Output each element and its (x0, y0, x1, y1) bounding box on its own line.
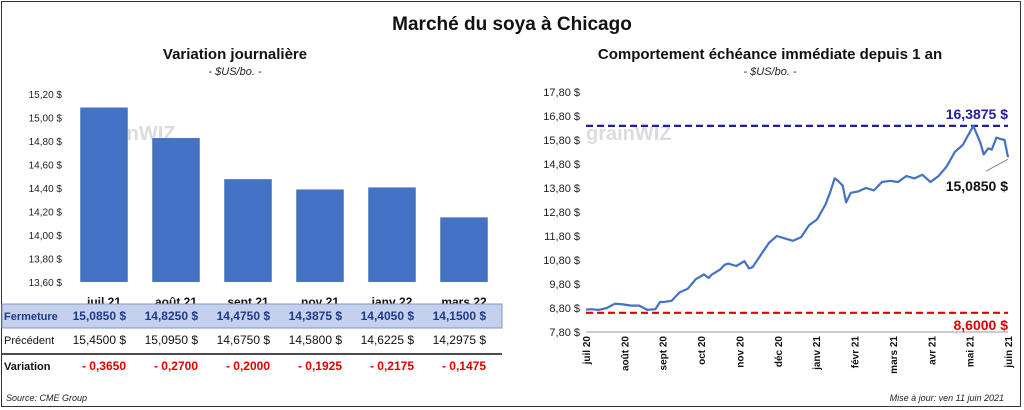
low-ref-label: 8,6000 $ (954, 317, 1009, 333)
watermark: grainWIZ (586, 123, 672, 145)
right-chart-subtitle: - $US/bo. - (743, 66, 797, 78)
last-value-label: 15,0850 $ (946, 178, 1008, 194)
table-row-highlight (1, 303, 503, 329)
high-ref-label: 16,3875 $ (946, 106, 1008, 122)
y-tick-label: 9,80 $ (549, 279, 580, 291)
y-tick-label: 15,80 $ (543, 135, 580, 147)
y-tick-label: 14,40 $ (29, 184, 63, 195)
front-month-line-chart: grainWIZ 17,80 $ 16,80 $ 15,80 $ 14,80 $ 13,8… (543, 87, 1015, 374)
table-cell: 15,4500 $ (73, 333, 127, 347)
table-cell: - 0,3650 (82, 359, 126, 373)
bar (440, 217, 488, 282)
table-cell: 14,3875 $ (289, 309, 343, 323)
table-cell: 14,6225 $ (361, 333, 415, 347)
x-tick-label: juin 21 (1004, 336, 1015, 369)
table-cell: 14,4050 $ (361, 309, 415, 323)
source-note: Source: CME Group (6, 393, 88, 403)
x-tick-label: avr 21 (927, 336, 938, 365)
table-cell: - 0,2175 (370, 359, 414, 373)
y-tick-label: 13,80 $ (29, 255, 63, 266)
y-tick-label: 13,60 $ (29, 278, 63, 289)
x-tick-label: sept 20 (659, 336, 670, 371)
y-tick-label: 15,20 $ (29, 90, 63, 101)
x-tick-label: mars 21 (889, 336, 900, 374)
bar (152, 138, 200, 282)
y-tick-label: 14,80 $ (29, 137, 63, 148)
table-cell: - 0,1925 (298, 359, 342, 373)
table-cell: 14,5800 $ (289, 333, 343, 347)
bar (80, 107, 128, 282)
y-tick-label: 7,80 $ (549, 327, 580, 339)
y-tick-label: 14,60 $ (29, 161, 63, 172)
y-tick-label: 16,80 $ (543, 111, 580, 123)
last-value-leader (985, 158, 1009, 172)
table-cell: - 0,2700 (154, 359, 198, 373)
price-series-line (585, 124, 1010, 311)
y-tick-label: 14,20 $ (29, 208, 63, 219)
table-row-label: Variation (4, 361, 51, 373)
left-chart-subtitle: - $US/bo. - (208, 66, 262, 78)
table-cell: 15,0950 $ (145, 333, 199, 347)
bar (224, 179, 272, 282)
y-tick-label: 17,80 $ (543, 87, 580, 99)
x-tick-label: déc 20 (774, 336, 785, 368)
update-note: Mise à jour: ven 11 juin 2021 (889, 393, 1004, 403)
y-tick-label: 14,00 $ (29, 231, 63, 242)
y-tick-label: 13,80 $ (543, 183, 580, 195)
bar (296, 189, 344, 282)
table-cell: 14,2975 $ (433, 333, 487, 347)
y-tick-label: 10,80 $ (543, 255, 580, 267)
y-tick-label: 15,00 $ (29, 114, 63, 125)
table-cell: 14,1500 $ (433, 309, 487, 323)
y-tick-label: 14,80 $ (543, 159, 580, 171)
x-tick-label: août 20 (620, 336, 631, 371)
table-row-label: Précédent (4, 335, 54, 347)
y-tick-label: 11,80 $ (544, 231, 580, 243)
x-tick-label: oct 20 (697, 336, 708, 365)
table-cell: 15,0850 $ (73, 309, 127, 323)
table-cell: 14,6750 $ (217, 333, 271, 347)
x-tick-label: mai 21 (966, 336, 977, 368)
page-title: Marché du soya à Chicago (392, 14, 632, 35)
table-cell: - 0,2000 (226, 359, 270, 373)
y-tick-label: 12,80 $ (543, 207, 580, 219)
x-tick-label: nov 20 (735, 336, 746, 368)
right-chart-title: Comportement échéance immédiate depuis 1… (597, 46, 943, 63)
x-tick-label: juil 20 (582, 336, 593, 366)
y-tick-label: 8,80 $ (549, 303, 580, 315)
x-tick-label: janv 21 (812, 336, 823, 371)
table-cell: - 0,1475 (442, 359, 486, 373)
left-chart-title: Variation journalière (162, 46, 308, 63)
table-row-label: Fermeture (4, 311, 58, 323)
bar (368, 187, 416, 282)
x-tick-label: févr 21 (851, 336, 862, 369)
table-cell: 14,8250 $ (145, 309, 199, 323)
table-cell: 14,4750 $ (217, 309, 271, 323)
